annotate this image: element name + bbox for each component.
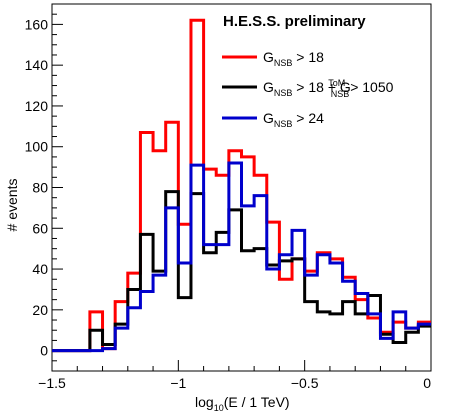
axis-tick-labels: −1.5 −1 −0.5 0 0 20 40 60 80 100 120 140 160 xyxy=(25,16,432,391)
x-tick-label: −0.5 xyxy=(291,375,319,391)
y-tick-label: 120 xyxy=(25,98,49,114)
x-tick-label: 0 xyxy=(423,375,431,391)
series-line-2 xyxy=(52,190,431,353)
legend-label-1: GNSB > 18 xyxy=(263,49,324,68)
legend-label-2: GNSB > 18 + GNSBToM > 1050 xyxy=(263,78,394,99)
y-tick-label: 20 xyxy=(32,302,48,318)
x-tick-label: −1.5 xyxy=(38,375,66,391)
y-tick-label: 80 xyxy=(32,180,48,196)
y-tick-label: 0 xyxy=(40,343,48,359)
y-tick-label: 160 xyxy=(25,16,49,32)
chart-title: H.E.S.S. preliminary xyxy=(223,13,366,30)
y-axis-label: # events xyxy=(4,179,20,232)
y-tick-label: 140 xyxy=(25,57,49,73)
x-tick-label: −1 xyxy=(170,375,186,391)
data-series xyxy=(52,18,431,353)
x-axis-label: log10(E / 1 TeV) xyxy=(195,394,290,413)
y-tick-label: 100 xyxy=(25,139,49,155)
series-line-3 xyxy=(52,161,431,353)
y-tick-label: 60 xyxy=(32,220,48,236)
legend-label-3: GNSB > 24 xyxy=(263,110,324,129)
y-tick-label: 40 xyxy=(32,261,48,277)
legend: GNSB > 18 GNSB > 18 + GNSBToM > 1050 GNS… xyxy=(222,49,394,129)
